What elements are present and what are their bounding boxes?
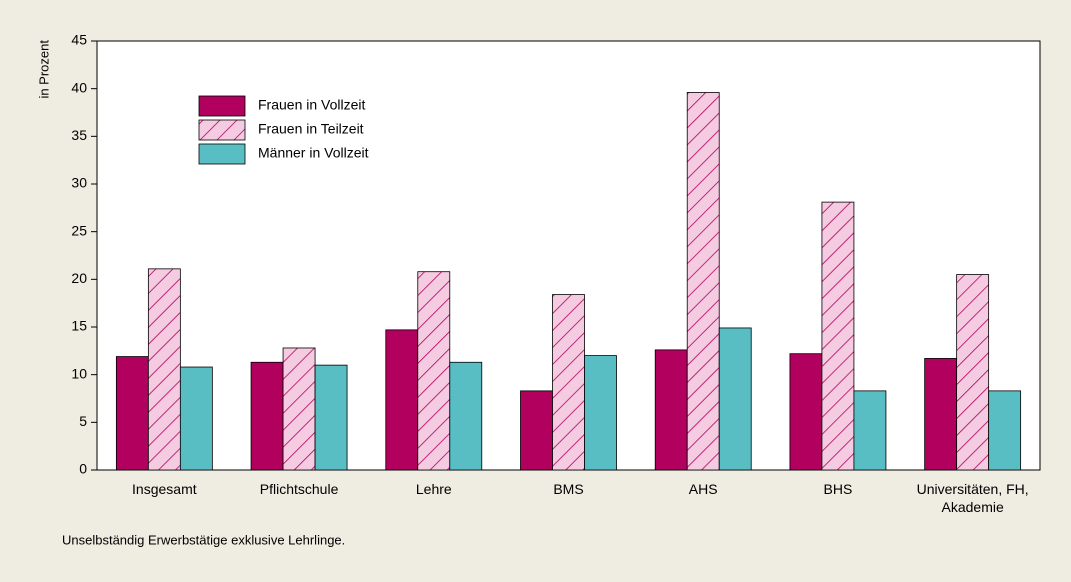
bar bbox=[417, 271, 451, 471]
x-tick-label: BMS bbox=[553, 481, 584, 497]
legend-swatch bbox=[198, 119, 246, 141]
bar bbox=[385, 329, 419, 471]
bar bbox=[924, 358, 958, 471]
bar bbox=[147, 268, 181, 471]
y-tick-label: 15 bbox=[71, 318, 87, 334]
legend-label: Männer in Vollzeit bbox=[258, 145, 369, 161]
y-tick-label: 5 bbox=[79, 413, 87, 429]
bar bbox=[654, 349, 688, 471]
legend-label: Frauen in Vollzeit bbox=[258, 97, 366, 113]
bar bbox=[179, 366, 213, 471]
bar bbox=[282, 347, 316, 471]
y-tick-label: 45 bbox=[71, 32, 87, 48]
y-tick-label: 0 bbox=[79, 461, 87, 477]
x-tick-label: AHS bbox=[688, 481, 718, 497]
x-tick-label: Universitäten, FH, Akademie bbox=[916, 481, 1029, 515]
legend-swatch bbox=[198, 143, 246, 165]
bar bbox=[552, 294, 585, 471]
bar bbox=[314, 364, 348, 471]
x-tick-label: Lehre bbox=[415, 481, 452, 497]
bar bbox=[853, 390, 887, 471]
y-tick-label: 10 bbox=[71, 365, 87, 381]
bar bbox=[250, 361, 284, 471]
legend-label: Frauen in Teilzeit bbox=[258, 121, 364, 137]
bar bbox=[584, 355, 617, 471]
y-tick-label: 40 bbox=[71, 79, 87, 95]
bar bbox=[956, 274, 990, 471]
bar bbox=[449, 361, 483, 471]
x-tick-label: Pflichtschule bbox=[259, 481, 339, 497]
x-tick-label: Insgesamt bbox=[132, 481, 197, 497]
bar bbox=[821, 201, 855, 471]
x-tick-label: BHS bbox=[823, 481, 853, 497]
y-tick-label: 25 bbox=[71, 222, 87, 238]
bar bbox=[789, 353, 823, 471]
y-tick-label: 35 bbox=[71, 127, 87, 143]
bar bbox=[520, 390, 553, 471]
bar bbox=[718, 327, 752, 471]
y-tick-label: 20 bbox=[71, 270, 87, 286]
y-axis-label: in Prozent bbox=[36, 40, 51, 99]
y-tick-label: 30 bbox=[71, 175, 87, 191]
legend-swatch bbox=[198, 95, 246, 117]
bar bbox=[988, 390, 1022, 471]
footnote: Unselbständig Erwerbstätige exklusive Le… bbox=[62, 532, 345, 547]
bar bbox=[115, 356, 149, 471]
bar bbox=[686, 92, 720, 471]
